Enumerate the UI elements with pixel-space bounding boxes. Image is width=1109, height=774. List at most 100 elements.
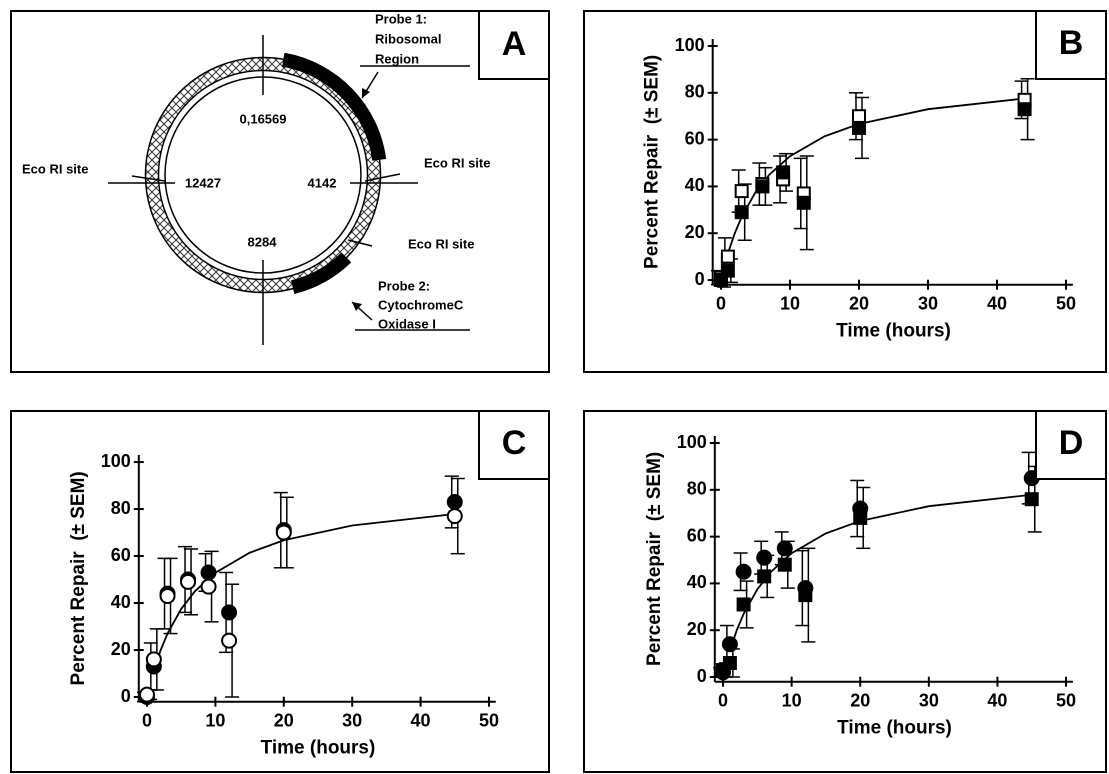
panel-a: A Probe 1: Ribosomal Region Probe 2: Cyt… [10, 10, 550, 373]
x-tick-label: 20 [274, 710, 294, 730]
x-tick-label: 10 [782, 690, 802, 710]
marker [722, 655, 737, 670]
x-tick-label: 30 [919, 690, 939, 710]
marker [200, 564, 217, 581]
y-tick-label: 20 [111, 639, 131, 659]
x-tick-label: 0 [716, 293, 726, 313]
x-tick-label: 40 [987, 293, 1007, 313]
arrowhead [362, 88, 370, 98]
y-tick-label: 80 [687, 479, 707, 499]
marker [721, 636, 738, 653]
probe-label: Ribosomal [375, 31, 441, 46]
marker [734, 205, 749, 220]
marker [200, 578, 217, 595]
eco-ri-label: Eco RI site [22, 161, 88, 176]
x-axis-title: Time (hours) [837, 718, 952, 739]
y-axis-title: Percent Repair (± SEM) [642, 55, 663, 269]
marker [755, 179, 770, 194]
panel-frame [10, 410, 550, 773]
position-label: 12427 [185, 175, 221, 190]
panel-frame [10, 10, 550, 373]
label-box [478, 10, 550, 80]
x-axis-title: Time (hours) [261, 738, 376, 759]
x-tick-label: 30 [342, 710, 362, 730]
arrowhead [352, 302, 362, 311]
fit-curve [152, 513, 455, 671]
panel-frame [583, 10, 1107, 373]
y-tick-label: 100 [675, 35, 705, 55]
probe2-arc [290, 252, 352, 295]
marker [180, 573, 197, 590]
label-box [478, 410, 550, 480]
marker [720, 249, 735, 264]
marker [734, 184, 749, 199]
marker [757, 569, 772, 584]
y-tick-label: 100 [101, 451, 131, 471]
chart-panel: 0 20 40 60 80 100 0 10 20 30 40 50 Time (hours) Perce… [583, 10, 1107, 373]
marker [1017, 102, 1032, 117]
panel-frame [583, 410, 1107, 773]
eco-ri-marker [347, 239, 373, 247]
marker [221, 632, 238, 649]
marker [720, 263, 735, 278]
marker [777, 557, 792, 572]
y-tick-label: 60 [685, 128, 705, 148]
marker [145, 651, 162, 668]
marker [446, 493, 463, 510]
x-axis-title: Time (hours) [836, 321, 951, 342]
x-tick-label: 0 [142, 710, 152, 730]
marker [446, 508, 463, 525]
eco-ri-marker [364, 173, 401, 182]
x-tick-label: 40 [411, 710, 431, 730]
y-tick-label: 40 [687, 572, 707, 592]
marker [798, 588, 813, 603]
x-tick-label: 10 [205, 710, 225, 730]
probe-label: Probe 2: [378, 278, 430, 293]
y-tick-label: 80 [685, 82, 705, 102]
marker [776, 540, 793, 557]
x-tick-label: 20 [849, 293, 869, 313]
y-tick-label: 60 [111, 545, 131, 565]
marker [221, 604, 238, 621]
position-label: 8284 [248, 234, 278, 249]
probe-label: Probe 1: [375, 11, 427, 26]
position-label: 4142 [308, 175, 337, 190]
probe-label: Region [375, 51, 419, 66]
chart-panel: 0 20 40 60 80 100 0 10 20 30 40 50 Time (hours) Perce… [583, 410, 1107, 773]
marker [736, 597, 751, 612]
probe1-arc [281, 52, 387, 161]
marker [796, 195, 811, 210]
panel-label: A [502, 25, 527, 63]
marker [756, 549, 773, 566]
label-box [1035, 10, 1107, 80]
x-tick-label: 30 [918, 293, 938, 313]
x-tick-label: 50 [1056, 690, 1076, 710]
x-tick-label: 50 [479, 710, 499, 730]
panel-label: D [1059, 424, 1084, 462]
x-tick-label: 50 [1056, 293, 1076, 313]
label-box [1035, 410, 1107, 480]
y-axis-title: Percent Repair (± SEM) [644, 452, 665, 666]
marker [735, 563, 752, 580]
eco-ri-marker [131, 175, 166, 182]
y-tick-label: 0 [121, 686, 131, 706]
y-axis-title: Percent Repair (± SEM) [68, 471, 89, 685]
marker [1024, 492, 1039, 507]
y-tick-label: 80 [111, 498, 131, 518]
eco-ri-label: Eco RI site [424, 155, 490, 170]
position-label: 0,16569 [240, 111, 287, 126]
x-tick-label: 10 [780, 293, 800, 313]
fit-curve [727, 97, 1025, 254]
probe-label: Oxidase I [378, 316, 436, 331]
y-tick-label: 0 [697, 666, 707, 686]
eco-ri-label: Eco RI site [408, 236, 474, 251]
x-tick-label: 20 [850, 690, 870, 710]
panel-label: B [1059, 24, 1084, 62]
marker [853, 510, 868, 525]
y-tick-label: 40 [111, 592, 131, 612]
panel-label: C [502, 424, 527, 462]
marker [776, 165, 791, 180]
y-tick-label: 20 [685, 222, 705, 242]
marker [851, 120, 866, 135]
